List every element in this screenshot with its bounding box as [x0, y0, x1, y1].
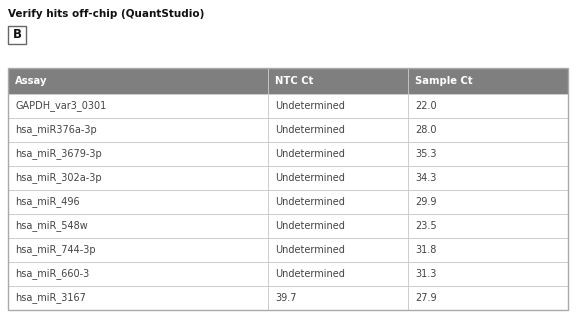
Text: Undetermined: Undetermined: [275, 221, 345, 231]
Bar: [408, 286, 568, 310]
Bar: [408, 118, 568, 142]
Text: hsa_miR376a-3p: hsa_miR376a-3p: [15, 124, 97, 135]
Bar: [268, 286, 408, 310]
Text: hsa_miR_744-3p: hsa_miR_744-3p: [15, 244, 96, 255]
Bar: [8, 262, 268, 286]
Bar: [8, 94, 268, 118]
Text: Assay: Assay: [15, 76, 47, 86]
Text: hsa_miR_3167: hsa_miR_3167: [15, 293, 86, 303]
Bar: [268, 238, 408, 262]
Text: 29.9: 29.9: [415, 197, 437, 207]
Bar: [408, 214, 568, 238]
Bar: [8, 26, 26, 44]
Text: hsa_miR_660-3: hsa_miR_660-3: [15, 269, 89, 279]
Text: 39.7: 39.7: [275, 293, 297, 303]
Bar: [408, 262, 568, 286]
Text: hsa_miR_496: hsa_miR_496: [15, 197, 79, 208]
Bar: [268, 118, 408, 142]
Text: 31.3: 31.3: [415, 269, 437, 279]
Text: 34.3: 34.3: [415, 173, 437, 183]
Bar: [268, 262, 408, 286]
Bar: [408, 142, 568, 166]
Bar: [268, 68, 408, 94]
Bar: [408, 94, 568, 118]
Bar: [8, 166, 268, 190]
Bar: [268, 214, 408, 238]
Bar: [8, 286, 268, 310]
Text: Undetermined: Undetermined: [275, 173, 345, 183]
Text: 28.0: 28.0: [415, 125, 437, 135]
Text: Undetermined: Undetermined: [275, 269, 345, 279]
Text: B: B: [13, 28, 21, 42]
Bar: [8, 68, 568, 310]
Bar: [408, 68, 568, 94]
Bar: [268, 94, 408, 118]
Bar: [8, 238, 268, 262]
Text: GAPDH_var3_0301: GAPDH_var3_0301: [15, 100, 106, 112]
Text: 22.0: 22.0: [415, 101, 437, 111]
Bar: [268, 142, 408, 166]
Bar: [408, 166, 568, 190]
Text: 35.3: 35.3: [415, 149, 437, 159]
Bar: [8, 118, 268, 142]
Bar: [408, 190, 568, 214]
Text: 27.9: 27.9: [415, 293, 437, 303]
Text: hsa_miR_3679-3p: hsa_miR_3679-3p: [15, 149, 102, 159]
Bar: [8, 190, 268, 214]
Text: NTC Ct: NTC Ct: [275, 76, 313, 86]
Bar: [268, 166, 408, 190]
Text: Verify hits off-chip (QuantStudio): Verify hits off-chip (QuantStudio): [8, 9, 204, 19]
Bar: [8, 142, 268, 166]
Text: Sample Ct: Sample Ct: [415, 76, 473, 86]
Text: 23.5: 23.5: [415, 221, 437, 231]
Text: hsa_miR_548w: hsa_miR_548w: [15, 220, 88, 232]
Text: Undetermined: Undetermined: [275, 125, 345, 135]
Bar: [408, 238, 568, 262]
Text: Undetermined: Undetermined: [275, 149, 345, 159]
Text: hsa_miR_302a-3p: hsa_miR_302a-3p: [15, 173, 101, 183]
Bar: [268, 190, 408, 214]
Text: 31.8: 31.8: [415, 245, 437, 255]
Bar: [8, 214, 268, 238]
Bar: [8, 68, 268, 94]
Text: Undetermined: Undetermined: [275, 197, 345, 207]
Text: Undetermined: Undetermined: [275, 101, 345, 111]
Text: Undetermined: Undetermined: [275, 245, 345, 255]
